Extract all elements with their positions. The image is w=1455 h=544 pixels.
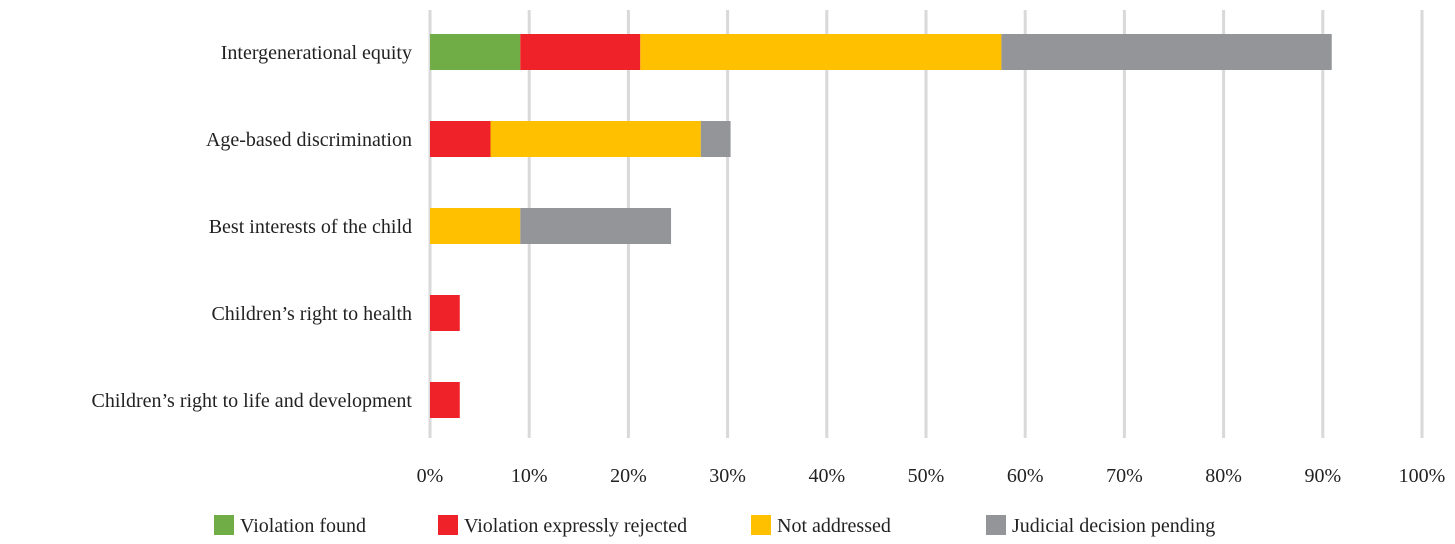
x-axis-tick-labels: 0% 10% 20% 30% 40% 50% 60% 70% 80% 90% 100% xyxy=(417,465,1446,487)
x-tick-label: 90% xyxy=(1304,465,1341,487)
legend-label: Judicial decision pending xyxy=(1012,515,1215,537)
bar-segment xyxy=(430,382,460,418)
bar-segment xyxy=(430,208,521,244)
x-tick-label: 0% xyxy=(417,465,444,487)
category-label: Children’s right to life and development xyxy=(92,390,413,412)
x-tick-label: 20% xyxy=(610,465,647,487)
x-tick-label: 10% xyxy=(511,465,548,487)
legend-swatch xyxy=(438,515,458,535)
legend-swatch xyxy=(986,515,1006,535)
x-tick-label: 80% xyxy=(1205,465,1242,487)
x-tick-label: 40% xyxy=(808,465,845,487)
gridlines xyxy=(428,10,1424,438)
bar-segment xyxy=(430,121,491,157)
bar-segment xyxy=(640,34,1002,70)
category-label: Intergenerational equity xyxy=(221,42,412,64)
legend: Violation found Violation expressly rejec… xyxy=(214,515,1215,537)
bar-segment xyxy=(490,121,701,157)
category-labels: Intergenerational equity Age-based discri… xyxy=(92,42,413,412)
legend-label: Violation found xyxy=(240,515,366,537)
bars xyxy=(430,34,1332,418)
x-tick-label: 50% xyxy=(908,465,945,487)
bar-segment xyxy=(430,295,460,331)
bar-segment xyxy=(520,34,641,70)
x-tick-label: 70% xyxy=(1106,465,1143,487)
bar-segment xyxy=(430,34,521,70)
x-tick-label: 30% xyxy=(709,465,746,487)
category-label: Age-based discrimination xyxy=(206,129,412,151)
legend-label: Not addressed xyxy=(777,515,891,537)
legend-swatch xyxy=(751,515,771,535)
bar-segment xyxy=(700,121,731,157)
legend-swatch xyxy=(214,515,234,535)
x-tick-label: 60% xyxy=(1007,465,1044,487)
legend-label: Violation expressly rejected xyxy=(464,515,687,537)
category-label: Children’s right to health xyxy=(211,303,412,325)
category-label: Best interests of the child xyxy=(209,216,412,238)
bar-segment xyxy=(520,208,672,244)
bar-segment xyxy=(1001,34,1332,70)
x-tick-label: 100% xyxy=(1399,465,1446,487)
